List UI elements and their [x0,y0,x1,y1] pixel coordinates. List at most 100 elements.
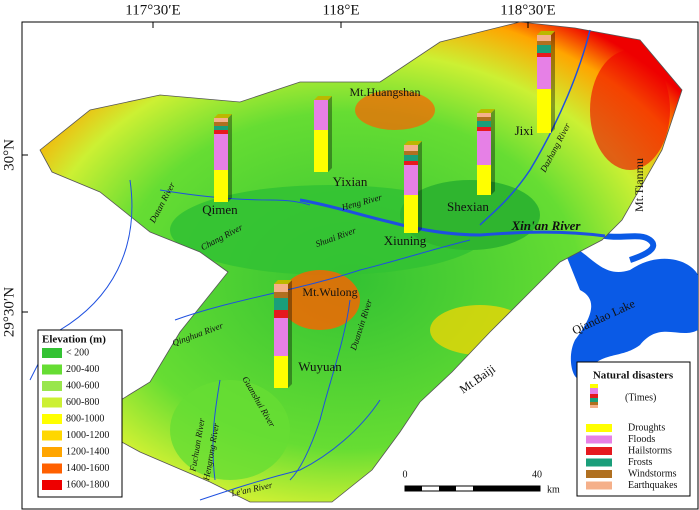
bar-top [314,96,332,100]
river-label: Xin'an River [511,218,582,233]
legend-label: 1200-1400 [66,446,109,457]
legend-label: 1600-1800 [66,479,109,490]
main-river [299,198,606,238]
bar-segment [477,127,491,131]
legend-label: 800-1000 [66,413,104,424]
river [159,189,311,206]
highland [280,270,360,330]
bar-side [328,96,332,172]
bar-segment [477,165,491,195]
bar-segment [404,161,418,165]
icon-segment [590,398,598,402]
county-label: Yixian [333,174,368,189]
highland [590,50,670,170]
bar-top [274,280,292,284]
disaster-bar [477,109,495,195]
legend-swatch [42,447,62,457]
lake [560,240,698,380]
legend-title: Natural disasters [593,370,674,382]
legend-label: Droughts [628,422,665,433]
mountain-label: Mt.Wulong [302,285,357,299]
bar-segment [477,113,491,117]
scale-segment [473,486,540,491]
legend-swatch [42,414,62,424]
bar-segment [274,318,288,356]
bar-segment [214,170,228,202]
bar-side [551,31,555,133]
county-label: Qimen [202,202,238,217]
legend-swatch [42,480,62,490]
river [199,399,381,501]
river [212,379,221,481]
bar-segment [214,122,228,126]
disaster-bar [537,31,555,133]
legend-swatch [42,381,62,391]
bar-segment [404,195,418,233]
icon-segment [590,402,598,405]
bar-segment [477,121,491,127]
bar-top [404,141,422,145]
scale-label: 0 [403,469,408,480]
bar-segment [214,126,228,130]
river [174,239,471,321]
bar-side [418,141,422,233]
bar-segment [537,53,551,57]
longitude-label: 118°E [322,2,359,18]
river [479,29,591,226]
mountain-label: Mt.Huangshan [350,85,421,99]
legend-label: Earthquakes [628,480,678,491]
legend-swatch [42,364,62,375]
scale-label: 40 [532,469,542,480]
bar-segment [404,165,418,195]
legend-swatch [586,424,612,432]
bar-segment [537,35,551,41]
legend-label: < 200 [66,347,89,358]
bar-side [228,114,232,202]
bar-segment [214,130,228,134]
latitude-label: 30°N [1,139,17,171]
bar-segment [274,292,288,298]
bar-top [537,31,555,35]
bar-segment [314,130,328,172]
bar-segment [404,145,418,151]
bar-segment [537,45,551,53]
legend-swatch [42,430,62,441]
bar-segment [404,151,418,155]
legend-label: 1400-1600 [66,463,109,474]
legend-icon [590,384,598,408]
legend-swatch [586,481,612,490]
disaster-bar [214,114,232,202]
legend-swatch [42,348,62,358]
legend-label: 600-800 [66,397,99,408]
bar-segment [477,131,491,165]
legend-swatch [42,397,62,408]
lowland [170,380,290,480]
bar-top [214,114,232,118]
bar-segment [537,89,551,133]
river [289,299,351,481]
mountain-label: Mt.Tianmu [632,158,646,212]
legend-swatch [42,463,62,474]
bar-segment [537,41,551,45]
longitude-label: 117°30′E [125,2,180,18]
legend-label: Hailstorms [628,445,672,456]
county-label: Xiuning [384,233,427,248]
legend-swatch [586,458,612,467]
legend-swatch [586,447,612,455]
bar-segment [477,117,491,121]
scale-bar [404,485,541,492]
legend-unit: (Times) [625,392,656,403]
county-label: Jixi [515,123,534,138]
longitude-label: 118°30′E [500,2,555,18]
latitude-label: 29°30′N [1,287,17,337]
legend-label: Frosts [628,457,653,468]
icon-segment [590,384,598,388]
bar-segment [537,57,551,89]
bar-segment [314,100,328,130]
bar-segment [214,134,228,170]
bar-side [288,280,292,388]
disaster-bar [404,141,422,233]
bar-top [477,109,495,113]
scale-segment [405,486,422,491]
scale-segment [439,486,456,491]
